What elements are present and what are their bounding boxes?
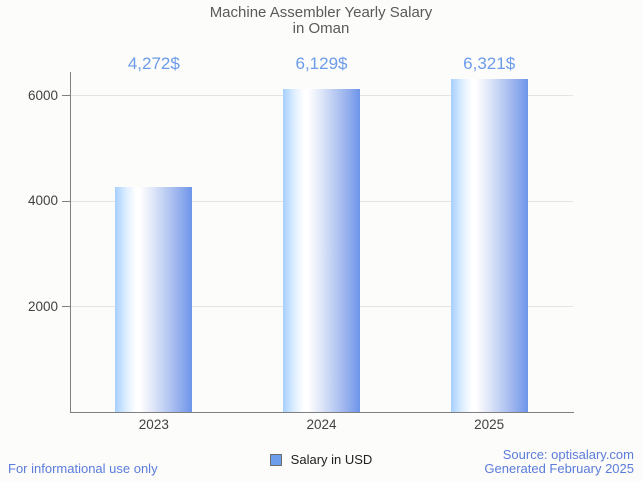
chart-title: Machine Assembler Yearly Salary in Oman bbox=[0, 5, 642, 37]
x-tick-label: 2025 bbox=[474, 417, 505, 432]
legend: Salary in USD bbox=[0, 452, 642, 467]
y-tick-label: 2000 bbox=[27, 298, 58, 314]
generated-line: Generated February 2025 bbox=[484, 461, 634, 476]
x-tick-label: 2024 bbox=[306, 417, 337, 432]
bar-2025[interactable] bbox=[450, 78, 528, 412]
y-tick-label: 6000 bbox=[27, 87, 58, 103]
bar-2023[interactable] bbox=[115, 186, 193, 412]
bar-value-label: 6,129$ bbox=[295, 54, 348, 73]
bar-value-label: 4,272$ bbox=[127, 54, 180, 73]
x-tick-label: 2023 bbox=[138, 417, 169, 432]
source-line: Source: optisalary.com bbox=[502, 447, 634, 462]
bar-2024[interactable] bbox=[283, 88, 360, 412]
source-attribution: Source: optisalary.com Generated Februar… bbox=[484, 448, 634, 476]
y-tick-mark bbox=[62, 306, 70, 308]
disclaimer-text: For informational use only bbox=[8, 461, 158, 476]
chart-title-line1: Machine Assembler Yearly Salary bbox=[209, 4, 433, 21]
y-tick-mark bbox=[62, 200, 70, 202]
y-tick-label: 4000 bbox=[27, 193, 58, 209]
y-tick-mark bbox=[62, 95, 70, 97]
legend-swatch bbox=[269, 453, 282, 466]
y-axis-line bbox=[70, 72, 71, 413]
chart-title-line2: in Oman bbox=[292, 20, 350, 37]
bar-value-label: 6,321$ bbox=[463, 54, 516, 73]
x-axis-line bbox=[70, 412, 574, 413]
legend-label: Salary in USD bbox=[290, 452, 373, 467]
